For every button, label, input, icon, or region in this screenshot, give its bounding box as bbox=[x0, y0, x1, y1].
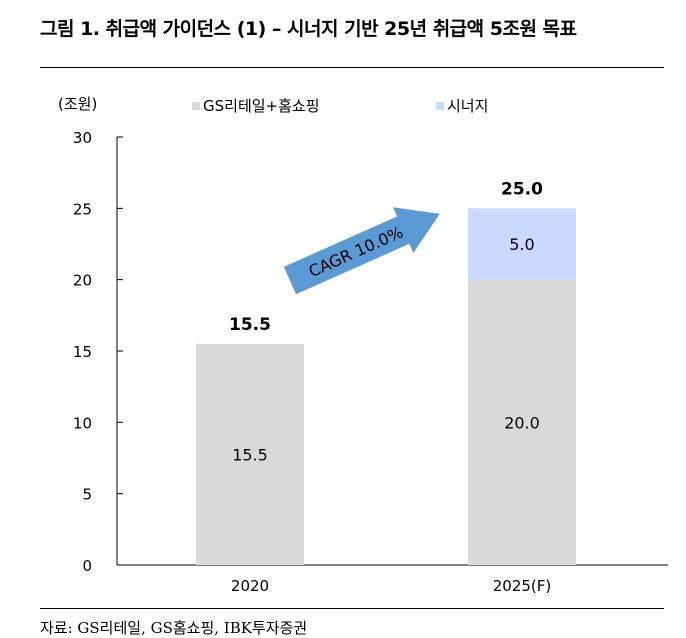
bar-total-label: 25.0 bbox=[501, 179, 543, 199]
y-tick-label: 5 bbox=[82, 486, 92, 504]
y-unit-label: (조원) bbox=[58, 95, 97, 113]
source-divider bbox=[40, 608, 664, 609]
source-note: 자료: GS리테일, GS홈쇼핑, IBK투자증권 bbox=[40, 619, 308, 637]
legend-swatch-1 bbox=[192, 102, 200, 110]
x-tick-label: 2020 bbox=[231, 577, 269, 595]
bar-value-label: 15.5 bbox=[232, 445, 268, 464]
legend-swatch-2 bbox=[436, 102, 444, 110]
y-tick-label: 10 bbox=[73, 414, 92, 432]
legend-label-2: 시너지 bbox=[447, 97, 488, 115]
y-tick-label: 15 bbox=[73, 343, 92, 361]
figure-title: 그림 1. 취급액 가이던스 (1) – 시너지 기반 25년 취급액 5조원 … bbox=[40, 18, 577, 40]
y-tick-label: 25 bbox=[73, 200, 92, 218]
cagr-arrow-shape bbox=[283, 207, 440, 295]
x-tick-label: 2025(F) bbox=[493, 577, 552, 595]
y-tick-label: 30 bbox=[73, 129, 92, 147]
bar-synergy-2 bbox=[468, 208, 576, 280]
bar-total-label: 15.5 bbox=[229, 315, 271, 335]
bar-value-label: 20.0 bbox=[504, 413, 540, 432]
y-tick-label: 0 bbox=[82, 557, 92, 575]
legend-label-1: GS리테일+홈쇼핑 bbox=[203, 97, 320, 115]
cagr-arrow: CAGR 10.0% bbox=[283, 207, 440, 295]
bar-value-label: 5.0 bbox=[509, 235, 534, 254]
bar-base-2 bbox=[468, 279, 576, 565]
bar-base-1 bbox=[196, 343, 304, 565]
title-divider bbox=[40, 67, 664, 68]
y-tick-label: 20 bbox=[73, 272, 92, 290]
